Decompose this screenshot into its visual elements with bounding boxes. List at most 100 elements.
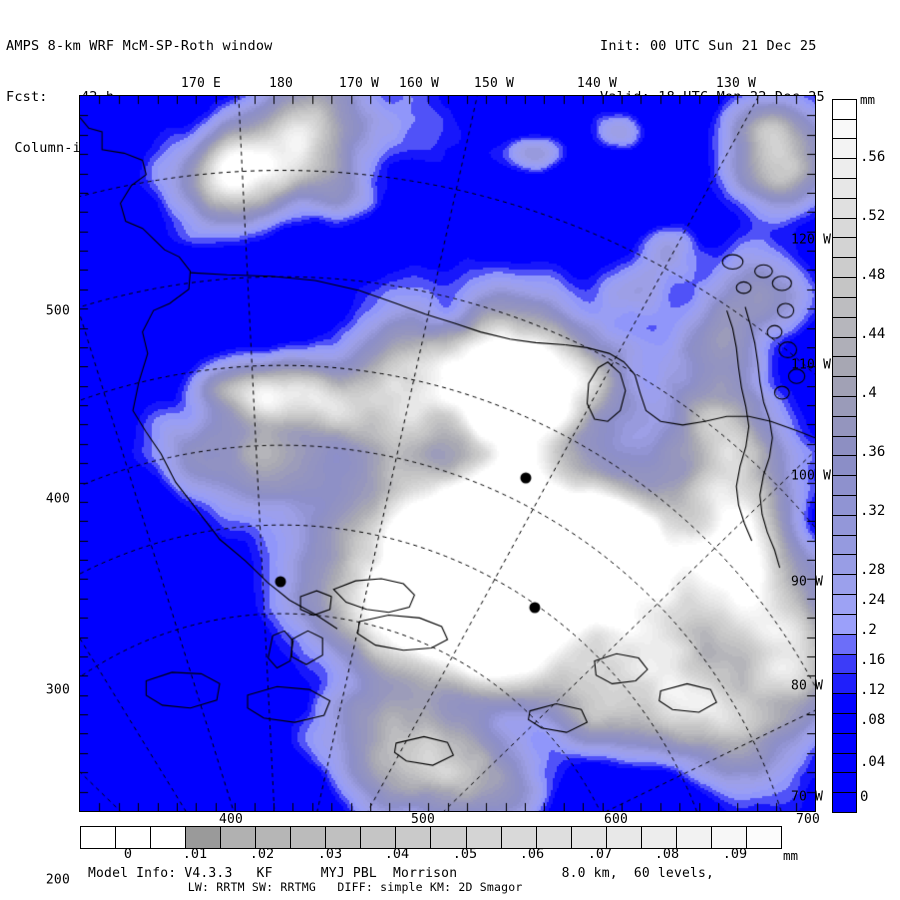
top-axis-label: 180 — [268, 76, 294, 91]
left-axis-label: 400 — [45, 491, 70, 507]
vertical-colorbar-tick: .16 — [860, 652, 886, 668]
bottom-axis-label: 600 — [603, 812, 629, 827]
colorbar-cell — [396, 827, 432, 848]
colorbar-cell — [833, 733, 856, 754]
vertical-colorbar-tick: .56 — [860, 149, 886, 165]
left-axis-label: 200 — [45, 872, 70, 888]
colorbar-cell — [361, 827, 397, 848]
colorbar-cell — [81, 827, 117, 848]
colorbar-cell — [833, 159, 856, 179]
colorbar-cell — [291, 827, 327, 848]
left-axis-label: 500 — [45, 303, 70, 319]
horizontal-colorbar-unit: mm — [783, 848, 799, 863]
horizontal-colorbar-tick: .08 — [654, 846, 680, 862]
colorbar-cell — [833, 337, 856, 358]
colorbar-cell — [833, 654, 856, 675]
right-axis-label: 70 W — [791, 789, 824, 805]
top-axis-label: 130 W — [715, 76, 757, 91]
model-info-line-1: Model Info: V4.3.3 KF MYJ PBL Morrison 8… — [88, 866, 715, 881]
colorbar-cell — [833, 119, 856, 140]
colorbar-cell — [833, 614, 856, 635]
vertical-colorbar-tick: .4 — [860, 385, 877, 401]
colorbar-cell — [501, 827, 537, 848]
vertical-colorbar-tick: .04 — [860, 754, 886, 770]
vertical-colorbar-tick: .44 — [860, 326, 886, 342]
colorbar-cell — [833, 218, 856, 239]
colorbar-cell — [833, 595, 856, 615]
colorbar-cell — [746, 827, 781, 848]
vertical-colorbar[interactable] — [832, 99, 857, 813]
horizontal-colorbar-tick: .05 — [452, 846, 478, 862]
bottom-axis-label: 400 — [218, 812, 244, 827]
colorbar-cell — [833, 575, 856, 596]
bottom-axis-label: 700 — [795, 812, 821, 827]
horizontal-colorbar[interactable] — [80, 826, 782, 849]
vertical-colorbar-tick: .48 — [860, 267, 886, 283]
colorbar-cell — [536, 827, 572, 848]
colorbar-cell — [833, 535, 856, 556]
colorbar-cell — [221, 827, 257, 848]
colorbar-cell — [833, 377, 856, 397]
colorbar-cell — [833, 753, 856, 774]
horizontal-colorbar-tick: .03 — [317, 846, 343, 862]
vertical-colorbar-tick: .08 — [860, 712, 886, 728]
horizontal-colorbar-tick: .02 — [249, 846, 275, 862]
vertical-colorbar-tick: .2 — [860, 622, 877, 638]
colorbar-cell — [833, 713, 856, 734]
colorbar-cell — [833, 238, 856, 259]
top-axis-label: 170 W — [338, 76, 380, 91]
vertical-colorbar-tick: .12 — [860, 682, 886, 698]
horizontal-colorbar-tick: 0 — [123, 846, 133, 862]
colorbar-cell — [833, 317, 856, 338]
colorbar-cell — [833, 179, 856, 199]
colorbar-cell — [116, 827, 152, 848]
vertical-colorbar-tick: .52 — [860, 208, 886, 224]
colorbar-cell — [186, 827, 222, 848]
horizontal-colorbar-tick: .01 — [182, 846, 208, 862]
horizontal-colorbar-tick: .04 — [384, 846, 410, 862]
colorbar-cell — [833, 99, 856, 120]
colorbar-cell — [833, 793, 856, 812]
right-axis-label: 80 W — [791, 678, 824, 694]
right-axis-label: 90 W — [791, 574, 824, 590]
colorbar-cell — [833, 515, 856, 536]
colorbar-cell — [833, 694, 856, 714]
top-axis-label: 150 W — [473, 76, 515, 91]
colorbar-cell — [833, 198, 856, 219]
colorbar-cell — [606, 827, 642, 848]
colorbar-cell — [571, 827, 607, 848]
colorbar-cell — [833, 258, 856, 279]
left-axis-label: 300 — [45, 682, 70, 698]
right-axis-label: 110 W — [791, 357, 832, 373]
vertical-colorbar-tick: .32 — [860, 503, 886, 519]
colorbar-cell — [833, 436, 856, 457]
colorbar-cell — [833, 476, 856, 496]
colorbar-cell — [151, 827, 187, 848]
top-axis-label: 160 W — [398, 76, 440, 91]
colorbar-cell — [641, 827, 677, 848]
map-plot-area[interactable] — [79, 95, 816, 812]
model-info-line-2: LW: RRTM SW: RRTMG DIFF: simple KM: 2D S… — [88, 880, 523, 894]
vertical-colorbar-unit: mm — [860, 92, 876, 107]
colorbar-cell — [833, 396, 856, 417]
vertical-colorbar-tick: .28 — [860, 562, 886, 578]
top-axis-label: 140 W — [576, 76, 618, 91]
colorbar-cell — [833, 456, 856, 477]
colorbar-cell — [256, 827, 292, 848]
colorbar-cell — [431, 827, 467, 848]
colorbar-cell — [833, 773, 856, 794]
colorbar-cell — [466, 827, 502, 848]
colorbar-cell — [833, 674, 856, 695]
colorbar-cell — [711, 827, 747, 848]
horizontal-colorbar-tick: .07 — [587, 846, 613, 862]
init-time: Init: 00 UTC Sun 21 Dec 25 — [600, 38, 817, 54]
colorbar-cell — [833, 634, 856, 655]
right-axis-label: 120 W — [791, 232, 832, 248]
right-axis-label: 100 W — [791, 468, 832, 484]
horizontal-colorbar-tick: .06 — [519, 846, 545, 862]
top-axis-label: 170 E — [180, 76, 222, 91]
colorbar-cell — [833, 416, 856, 437]
colorbar-cell — [833, 357, 856, 378]
colorbar-cell — [833, 297, 856, 318]
vertical-colorbar-tick: 0 — [860, 789, 869, 805]
